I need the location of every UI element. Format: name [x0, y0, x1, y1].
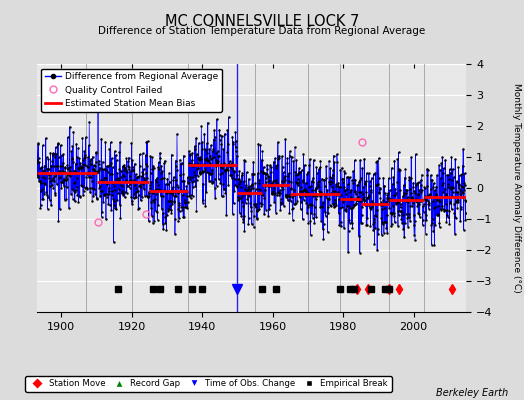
Text: Monthly Temperature Anomaly Difference (°C): Monthly Temperature Anomaly Difference (…	[512, 83, 521, 293]
Legend: Station Move, Record Gap, Time of Obs. Change, Empirical Break: Station Move, Record Gap, Time of Obs. C…	[25, 376, 391, 392]
Text: Difference of Station Temperature Data from Regional Average: Difference of Station Temperature Data f…	[99, 26, 425, 36]
Legend: Difference from Regional Average, Quality Control Failed, Estimated Station Mean: Difference from Regional Average, Qualit…	[41, 68, 222, 112]
Text: Berkeley Earth: Berkeley Earth	[436, 388, 508, 398]
Text: MC CONNELSVILLE LOCK 7: MC CONNELSVILLE LOCK 7	[165, 14, 359, 29]
